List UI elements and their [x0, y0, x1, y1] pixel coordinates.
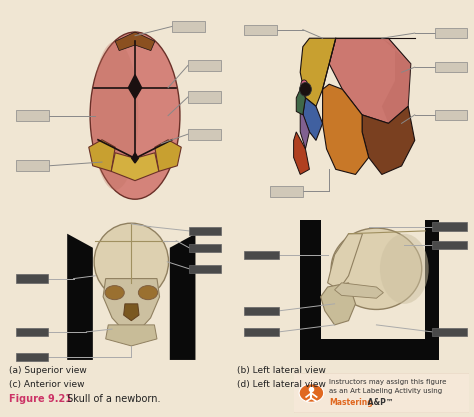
- FancyBboxPatch shape: [432, 223, 467, 231]
- Text: (c) Anterior view: (c) Anterior view: [9, 380, 85, 389]
- FancyBboxPatch shape: [188, 91, 221, 103]
- FancyBboxPatch shape: [16, 160, 49, 171]
- Ellipse shape: [92, 41, 138, 190]
- Polygon shape: [320, 283, 356, 325]
- Text: Mastering: Mastering: [329, 398, 373, 407]
- Polygon shape: [67, 234, 93, 360]
- FancyBboxPatch shape: [244, 251, 279, 259]
- Polygon shape: [170, 234, 195, 360]
- FancyBboxPatch shape: [435, 110, 467, 120]
- FancyBboxPatch shape: [188, 128, 221, 140]
- Text: as an Art Labeling Activity using: as an Art Labeling Activity using: [329, 388, 442, 394]
- FancyBboxPatch shape: [189, 244, 221, 252]
- Text: A&P™: A&P™: [365, 398, 393, 407]
- FancyBboxPatch shape: [244, 328, 279, 336]
- Text: (a) Superior view: (a) Superior view: [9, 366, 87, 375]
- Polygon shape: [124, 304, 139, 321]
- Polygon shape: [300, 38, 336, 106]
- Circle shape: [299, 384, 324, 402]
- Ellipse shape: [380, 234, 428, 304]
- FancyBboxPatch shape: [244, 25, 276, 35]
- Polygon shape: [300, 106, 310, 149]
- Polygon shape: [425, 220, 439, 360]
- Text: Figure 9.21: Figure 9.21: [9, 394, 73, 404]
- FancyBboxPatch shape: [16, 274, 48, 283]
- Polygon shape: [106, 325, 157, 346]
- Text: (b) Left lateral view: (b) Left lateral view: [237, 366, 326, 375]
- Text: Skull of a newborn.: Skull of a newborn.: [64, 394, 161, 404]
- FancyBboxPatch shape: [188, 60, 221, 71]
- Text: (d) Left lateral view: (d) Left lateral view: [237, 380, 326, 389]
- Text: Instructors may assign this figure: Instructors may assign this figure: [329, 379, 447, 385]
- FancyBboxPatch shape: [16, 328, 48, 336]
- Polygon shape: [329, 38, 411, 123]
- Polygon shape: [132, 153, 138, 163]
- FancyBboxPatch shape: [432, 328, 467, 336]
- Polygon shape: [323, 84, 369, 174]
- Polygon shape: [296, 89, 305, 115]
- FancyBboxPatch shape: [189, 264, 221, 273]
- Ellipse shape: [138, 286, 158, 300]
- Polygon shape: [128, 75, 142, 99]
- FancyBboxPatch shape: [270, 186, 303, 196]
- Ellipse shape: [105, 286, 124, 300]
- FancyBboxPatch shape: [16, 353, 48, 362]
- Polygon shape: [89, 140, 115, 171]
- Polygon shape: [155, 140, 181, 171]
- Polygon shape: [335, 283, 383, 298]
- Polygon shape: [103, 279, 160, 332]
- Polygon shape: [328, 234, 363, 290]
- Polygon shape: [111, 153, 159, 181]
- FancyBboxPatch shape: [189, 227, 221, 235]
- FancyBboxPatch shape: [16, 110, 49, 121]
- Ellipse shape: [94, 223, 169, 300]
- Polygon shape: [293, 132, 310, 174]
- Polygon shape: [362, 106, 415, 174]
- Ellipse shape: [301, 80, 308, 88]
- Ellipse shape: [300, 83, 311, 96]
- FancyBboxPatch shape: [435, 28, 467, 38]
- Ellipse shape: [331, 228, 422, 309]
- FancyBboxPatch shape: [432, 241, 467, 249]
- FancyBboxPatch shape: [172, 21, 205, 32]
- Polygon shape: [300, 220, 320, 360]
- Polygon shape: [382, 38, 411, 123]
- FancyBboxPatch shape: [293, 372, 470, 414]
- FancyBboxPatch shape: [244, 306, 279, 315]
- FancyBboxPatch shape: [435, 62, 467, 72]
- Polygon shape: [303, 98, 323, 141]
- Polygon shape: [115, 32, 155, 50]
- Polygon shape: [300, 339, 439, 360]
- Ellipse shape: [90, 32, 180, 199]
